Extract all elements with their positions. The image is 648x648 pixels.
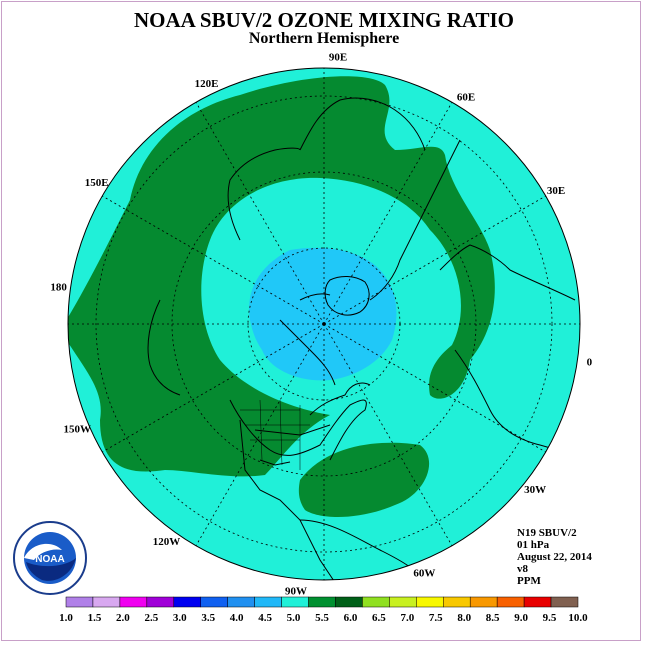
colorbar-swatch xyxy=(120,597,147,607)
colorbar-swatch xyxy=(389,597,416,607)
info-level: 01 hPa xyxy=(517,539,592,551)
info-units: PPM xyxy=(517,575,592,587)
colorbar-swatch xyxy=(201,597,228,607)
colorbar-tick-label: 10.0 xyxy=(568,612,588,624)
longitude-label: 90W xyxy=(285,586,307,598)
colorbar-tick-label: 4.0 xyxy=(230,612,244,624)
colorbar-tick-label: 4.5 xyxy=(258,612,272,624)
info-version: v8 xyxy=(517,563,592,575)
noaa-logo-text: NOAA xyxy=(35,554,64,565)
longitude-label: 60E xyxy=(457,92,475,104)
colorbar-tick-label: 5.5 xyxy=(315,612,329,624)
colorbar-tick-label: 3.5 xyxy=(201,612,215,624)
info-satellite: N19 SBUV/2 xyxy=(517,527,592,539)
longitude-label: 150W xyxy=(64,424,92,436)
longitude-label: 30W xyxy=(524,484,546,496)
noaa-logo-icon: NOAA xyxy=(12,520,88,596)
colorbar-tick-label: 2.0 xyxy=(116,612,130,624)
colorbar-swatch xyxy=(147,597,174,607)
longitude-label: 30E xyxy=(547,185,565,197)
colorbar-tick-label: 9.0 xyxy=(514,612,528,624)
colorbar-swatch xyxy=(497,597,524,607)
colorbar-tick-label: 1.5 xyxy=(88,612,102,624)
colorbar: 1.0 1.5 2.0 2.5 3.0 3.5 4.0 4.5 5.0 5.5 6.0 6.5 7.0 7… xyxy=(59,597,588,624)
colorbar-tick-label: 2.5 xyxy=(144,612,158,624)
longitude-label: 120W xyxy=(153,536,181,548)
colorbar-swatch xyxy=(551,597,578,607)
longitude-label: 0 xyxy=(587,356,593,368)
colorbar-tick-label: 3.0 xyxy=(173,612,187,624)
colorbar-tick-label: 1.0 xyxy=(59,612,73,624)
colorbar-swatch xyxy=(335,597,362,607)
colorbar-swatch xyxy=(255,597,282,607)
colorbar-swatch xyxy=(443,597,470,607)
colorbar-swatch xyxy=(66,597,93,607)
colorbar-swatch xyxy=(416,597,443,607)
colorbar-swatch xyxy=(470,597,497,607)
longitude-label: 180 xyxy=(50,282,67,294)
longitude-label: 90E xyxy=(329,51,347,63)
info-date: August 22, 2014 xyxy=(517,551,592,563)
colorbar-swatch xyxy=(93,597,120,607)
colorbar-swatch xyxy=(309,597,336,607)
colorbar-tick-label: 7.0 xyxy=(400,612,414,624)
colorbar-swatch xyxy=(174,597,201,607)
colorbar-swatch xyxy=(228,597,255,607)
colorbar-tick-label: 6.0 xyxy=(344,612,358,624)
colorbar-tick-label: 9.5 xyxy=(543,612,557,624)
longitude-label: 60W xyxy=(413,567,435,579)
colorbar-tick-label: 7.5 xyxy=(429,612,443,624)
colorbar-tick-label: 6.5 xyxy=(372,612,386,624)
longitude-label: 150E xyxy=(85,177,109,189)
longitude-label: 120E xyxy=(195,78,219,90)
colorbar-tick-label: 8.0 xyxy=(457,612,471,624)
colorbar-swatch xyxy=(282,597,309,607)
polar-low-region xyxy=(249,248,396,381)
colorbar-swatch xyxy=(524,597,551,607)
colorbar-tick-label: 5.0 xyxy=(287,612,301,624)
info-block: N19 SBUV/2 01 hPa August 22, 2014 v8 PPM xyxy=(517,527,592,587)
colorbar-swatch xyxy=(362,597,389,607)
colorbar-tick-label: 8.5 xyxy=(486,612,500,624)
